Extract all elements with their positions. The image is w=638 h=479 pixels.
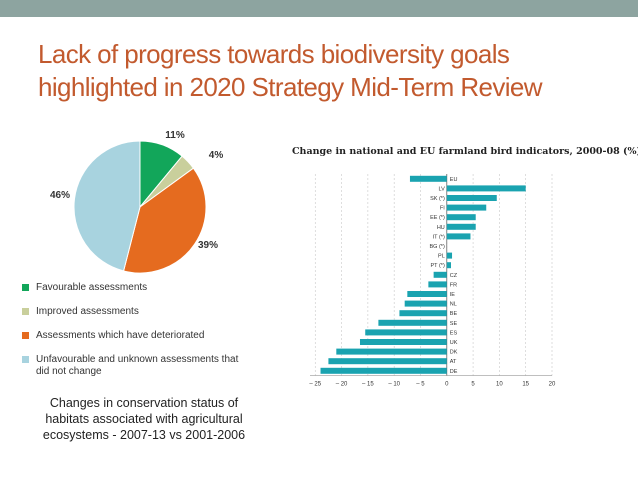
pie-caption-line-3: ecosystems - 2007-13 vs 2001-2006 (42, 428, 246, 442)
category-label: IT (*) (433, 234, 445, 240)
category-label: ES (450, 330, 458, 336)
bar (404, 300, 447, 307)
legend-label: Improved assessments (36, 306, 139, 317)
x-tick-label: 0 (445, 382, 449, 388)
legend-swatch (22, 284, 29, 291)
bar (359, 339, 447, 345)
category-label: CZ (450, 273, 458, 279)
bar (328, 358, 447, 365)
bar (336, 348, 447, 355)
x-tick-label: – 25 (309, 382, 321, 388)
category-label: EU (450, 177, 458, 183)
legend-item: Assessments which have deteriorated (22, 330, 257, 342)
pie-slice (73, 140, 141, 272)
category-label: SK (*) (430, 196, 445, 202)
category-label: FR (450, 282, 457, 288)
bar (446, 195, 497, 201)
x-tick-label: – 5 (416, 382, 425, 388)
legend-label: Favourable assessments (36, 282, 148, 293)
bar (407, 291, 447, 297)
pie-data-label: 39% (198, 240, 218, 251)
category-label: FI (440, 206, 445, 212)
category-label: EE (*) (430, 215, 445, 221)
legend-label: Assessments which have deteriorated (36, 330, 205, 341)
bar (446, 204, 487, 211)
bar (446, 262, 451, 269)
pie-data-label: 46% (50, 190, 70, 201)
top-decorative-band (0, 0, 638, 17)
bar (446, 223, 476, 230)
pie-data-label: 4% (209, 150, 224, 161)
legend-item: Unfavourable and unknown assessments tha… (22, 354, 257, 378)
legend-swatch (22, 356, 29, 363)
category-label: NL (450, 302, 457, 308)
legend-swatch (22, 332, 29, 339)
bar-chart-title: Change in national and EU farmland bird … (292, 146, 638, 157)
bar (378, 319, 447, 326)
bar (433, 271, 447, 278)
x-tick-label: 15 (522, 382, 529, 388)
bar (446, 185, 526, 192)
slide-title-line-1: Lack of progress towards biodiversity go… (38, 39, 510, 69)
bar-chart: EU LV SK (*) FI EE (*) HU IT (*) BG (*) PL PT (*)… (309, 174, 556, 388)
category-label: AT (450, 359, 457, 365)
category-label: UK (450, 340, 458, 346)
pie-legend: Favourable assessments Improved assessmen… (22, 282, 257, 390)
x-tick-label: – 10 (388, 382, 400, 388)
bar (446, 252, 453, 259)
x-tick-label: 20 (549, 382, 556, 388)
category-label: SE (450, 321, 458, 327)
bar (320, 367, 447, 374)
x-tick-label: – 15 (362, 382, 374, 388)
bar (409, 175, 447, 182)
bar (446, 214, 476, 221)
slide-title: Lack of progress towards biodiversity go… (38, 38, 618, 104)
x-tick-label: 10 (496, 382, 503, 388)
x-tick-label: 5 (471, 382, 475, 388)
pie-caption-line-1: Changes in conservation status of (49, 396, 239, 410)
category-label: HU (437, 225, 445, 231)
category-label: IE (450, 292, 456, 298)
bar (365, 329, 447, 336)
bar (428, 281, 447, 288)
x-tick-label: – 20 (336, 382, 348, 388)
legend-swatch (22, 308, 29, 315)
pie-data-label: 11% (165, 130, 185, 141)
bar (399, 310, 447, 317)
category-label: DK (450, 350, 458, 356)
category-label: PL (438, 254, 445, 260)
slide-title-line-2: highlighted in 2020 Strategy Mid-Term Re… (38, 72, 543, 102)
legend-label: Unfavourable and unknown assessments tha… (36, 354, 239, 377)
pie-caption-line-2: habitats associated with agricultural (45, 412, 243, 426)
legend-item: Improved assessments (22, 306, 257, 318)
bar (446, 233, 471, 240)
category-label: LV (438, 186, 445, 192)
pie-chart: 11% 4% 39% 46% (50, 130, 224, 274)
pie-caption: Changes in conservation status of habita… (10, 395, 278, 443)
category-label: BG (*) (430, 244, 445, 250)
category-label: PT (*) (431, 263, 445, 269)
pie-slice (122, 167, 207, 274)
category-label: BE (450, 311, 458, 317)
legend-item: Favourable assessments (22, 282, 257, 294)
category-label: DE (450, 369, 458, 375)
